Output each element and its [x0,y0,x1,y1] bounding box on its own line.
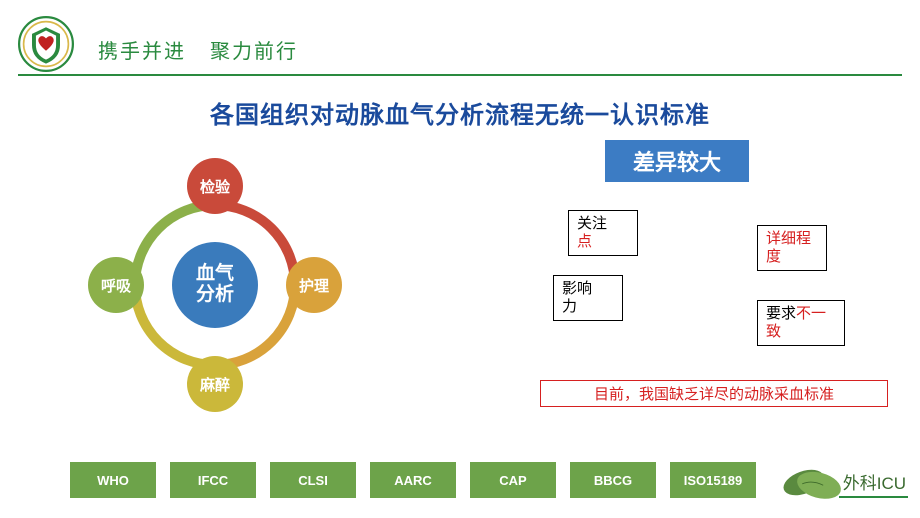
org-label: CLSI [298,473,328,488]
box1-red: 点 [577,233,592,250]
box3-black: 详细程 [766,230,811,247]
node-bottom-label: 麻醉 [200,374,230,395]
org-label: WHO [97,473,129,488]
page-title: 各国组织对动脉血气分析流程无统一认识标准 [0,95,920,130]
department-label: 外科ICU [839,469,908,498]
box1-black: 关注 [577,215,607,232]
right-panel: 差异较大 关注点 影响力 详细程度 要求不一致 目前，我国缺乏详尽的动脉采血标准 [520,140,890,420]
diagram-node-left: 呼吸 [88,257,144,313]
org-row: WHO IFCC CLSI AARC CAP BBCG ISO15189 [70,462,756,498]
slogan: 携手并进 聚力前行 [98,35,298,64]
diagram-node-bottom: 麻醉 [187,356,243,412]
box3-red: 度 [766,248,781,265]
org-box: ISO15189 [670,462,756,498]
org-box: AARC [370,462,456,498]
slogan-part-b: 聚力前行 [210,41,298,63]
circular-diagram: 血气 分析 检验 护理 麻醉 呼吸 [100,170,330,400]
slogan-part-a: 携手并进 [98,41,186,63]
org-box: CAP [470,462,556,498]
box-influence: 影响力 [553,275,623,321]
badge-label: 差异较大 [633,145,721,177]
difference-badge: 差异较大 [605,140,749,182]
org-label: ISO15189 [684,473,743,488]
box2-red: 力 [562,298,577,315]
logo-icon [18,16,74,72]
org-box: CLSI [270,462,356,498]
org-label: IFCC [198,473,228,488]
diagram-center-label: 血气 分析 [196,264,234,306]
org-label: CAP [499,473,526,488]
box-detail: 详细程度 [757,225,827,271]
box4-black: 要求 [766,305,796,322]
leaf-icon [777,454,847,504]
footer-right: 外科ICU [777,454,908,498]
org-box: BBCG [570,462,656,498]
box2-black: 影响 [562,280,592,297]
footnote: 目前，我国缺乏详尽的动脉采血标准 [540,380,888,407]
org-label: AARC [394,473,432,488]
org-box: IFCC [170,462,256,498]
diagram-center: 血气 分析 [172,242,258,328]
box-requirement: 要求不一致 [757,300,845,346]
node-left-label: 呼吸 [101,275,131,296]
diagram-node-top: 检验 [187,158,243,214]
org-box: WHO [70,462,156,498]
node-top-label: 检验 [200,176,230,197]
header: 携手并进 聚力前行 [18,28,902,76]
diagram-node-right: 护理 [286,257,342,313]
box-focus: 关注点 [568,210,638,256]
node-right-label: 护理 [299,275,329,296]
org-label: BBCG [594,473,632,488]
